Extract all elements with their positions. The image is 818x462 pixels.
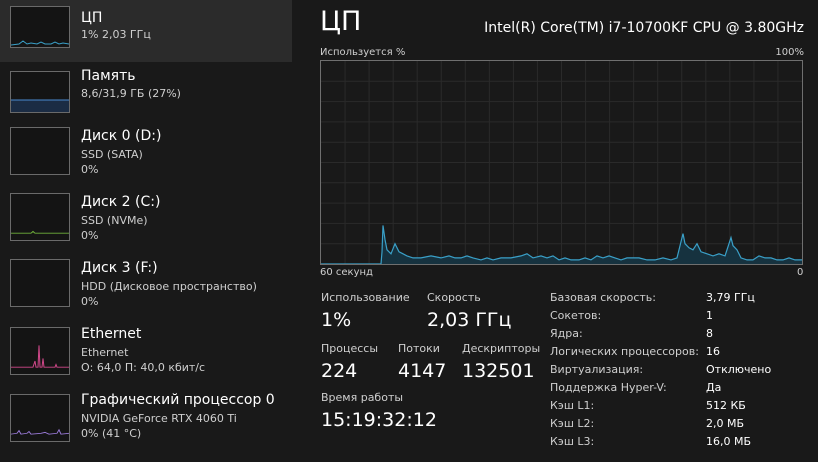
sidebar-item-disk-0[interactable]: Диск 0 (D:) SSD (SATA) 0% — [0, 124, 292, 186]
processes-label: Процессы — [321, 342, 379, 355]
disk-mini-graph — [10, 127, 70, 175]
graph-y-label: Используется % — [320, 47, 406, 58]
graph-max-label: 100% — [775, 47, 804, 58]
utilization-value: 1% — [321, 309, 352, 331]
sidebar-item-detail: NVIDIA GeForce RTX 4060 Ti — [81, 412, 237, 425]
sidebar-item-cpu[interactable]: ЦП 1% 2,03 ГГц — [0, 0, 292, 62]
uptime-label: Время работы — [321, 391, 404, 404]
sidebar-item-title: Диск 2 (C:) — [81, 194, 161, 210]
speed-label: Скорость — [427, 291, 481, 304]
spec-value: Отключено — [706, 363, 772, 376]
cpu-mini-graph — [10, 6, 70, 48]
spec-label: Базовая скорость: — [550, 291, 656, 304]
threads-label: Потоки — [398, 342, 440, 355]
spec-value: 8 — [706, 327, 713, 340]
graph-time-zero: 0 — [797, 267, 804, 278]
spec-value: 1 — [706, 309, 713, 322]
handles-label: Дескрипторы — [462, 342, 541, 355]
sidebar-item-detail: SSD (NVMe) — [81, 214, 148, 227]
cpu-utilization-area — [321, 225, 802, 264]
sidebar-item-title: Графический процессор 0 — [81, 392, 275, 408]
sidebar-item-title: Диск 3 (F:) — [81, 260, 158, 276]
sidebar-item-usage: 0% (41 °C) — [81, 427, 142, 440]
spec-label: Логических процессоров: — [550, 345, 699, 358]
sidebar-item-detail: 1% 2,03 ГГц — [81, 28, 151, 41]
utilization-label: Использование — [321, 291, 410, 304]
spec-value: 16,0 МБ — [706, 435, 752, 448]
uptime-value: 15:19:32:12 — [321, 409, 437, 431]
speed-value: 2,03 ГГц — [427, 309, 512, 331]
cpu-utilization-graph — [320, 60, 803, 265]
sidebar-item-usage: 0% — [81, 229, 99, 242]
spec-value: 3,79 ГГц — [706, 291, 755, 304]
sidebar-item-detail: SSD (SATA) — [81, 148, 143, 161]
sidebar-item-detail: HDD (Дисковое пространство) — [81, 280, 257, 293]
threads-value: 4147 — [398, 360, 447, 382]
spec-label: Виртуализация: — [550, 363, 644, 376]
handles-value: 132501 — [462, 360, 535, 382]
sidebar-item-gpu[interactable]: Графический процессор 0 NVIDIA GeForce R… — [0, 388, 292, 450]
cpu-details-panel: ЦП Intel(R) Core(TM) i7-10700KF CPU @ 3.… — [292, 0, 818, 462]
spec-value: 512 КБ — [706, 399, 746, 412]
sidebar-item-detail: 8,6/31,9 ГБ (27%) — [81, 87, 181, 100]
spec-label: Ядра: — [550, 327, 583, 340]
spec-label: Поддержка Hyper-V: — [550, 381, 667, 394]
sidebar-item-title: Диск 0 (D:) — [81, 128, 162, 144]
disk-mini-graph — [10, 193, 70, 241]
sidebar-item-title: ЦП — [81, 10, 103, 26]
gpu-mini-graph — [10, 394, 70, 442]
spec-value: 16 — [706, 345, 720, 358]
sidebar-item-title: Память — [81, 68, 136, 84]
spec-label: Кэш L1: — [550, 399, 595, 412]
sidebar: ЦП 1% 2,03 ГГц Память 8,6/31,9 ГБ (27%) … — [0, 0, 292, 462]
sidebar-item-disk-2[interactable]: Диск 2 (C:) SSD (NVMe) 0% — [0, 190, 292, 252]
sidebar-item-memory[interactable]: Память 8,6/31,9 ГБ (27%) — [0, 62, 292, 124]
disk-mini-graph — [10, 259, 70, 307]
page-title: ЦП — [320, 6, 362, 37]
memory-mini-graph — [10, 71, 70, 113]
sidebar-item-usage: 0% — [81, 163, 99, 176]
sidebar-item-usage: 0% — [81, 295, 99, 308]
sidebar-item-detail: Ethernet — [81, 346, 129, 359]
cpu-utilization-line — [321, 225, 802, 264]
spec-label: Кэш L2: — [550, 417, 595, 430]
sidebar-item-disk-3[interactable]: Диск 3 (F:) HDD (Дисковое пространство) … — [0, 256, 292, 318]
sidebar-item-ethernet[interactable]: Ethernet Ethernet О: 64,0 П: 40,0 кбит/с — [0, 322, 292, 384]
cpu-model-name: Intel(R) Core(TM) i7-10700KF CPU @ 3.80G… — [484, 20, 804, 36]
sidebar-item-throughput: О: 64,0 П: 40,0 кбит/с — [81, 361, 206, 374]
spec-value: 2,0 МБ — [706, 417, 745, 430]
spec-label: Кэш L3: — [550, 435, 595, 448]
spec-label: Сокетов: — [550, 309, 602, 322]
spec-value: Да — [706, 381, 722, 394]
processes-value: 224 — [321, 360, 358, 382]
ethernet-mini-graph — [10, 327, 70, 375]
sidebar-item-title: Ethernet — [81, 326, 142, 342]
graph-time-span: 60 секунд — [320, 267, 373, 278]
